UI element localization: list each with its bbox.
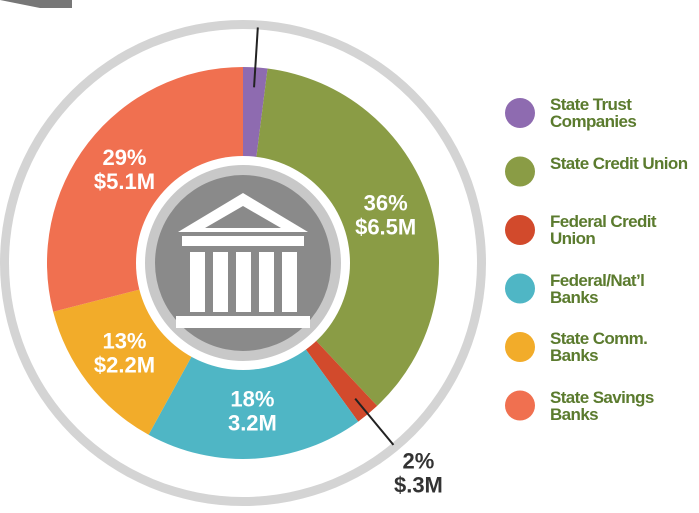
amount-label: $6.5M — [355, 214, 416, 239]
legend-label: State Credit Union — [550, 153, 688, 173]
corner-shape — [0, 0, 72, 8]
slice — [255, 68, 439, 406]
legend-swatch — [505, 332, 535, 362]
value-label: 18% — [230, 387, 274, 412]
legend-label: State Trust Companies — [550, 95, 637, 131]
value-label: 36% — [364, 190, 408, 215]
legend-swatch — [505, 273, 535, 304]
leader-line — [354, 397, 395, 446]
legend-swatch — [505, 215, 535, 245]
legend-label: Federal/Nat’l Banks — [550, 270, 645, 307]
amount-label: $.3M — [394, 473, 443, 498]
amount-label: $5.1M — [94, 169, 155, 194]
value-label: 13% — [102, 329, 146, 354]
slice — [301, 335, 378, 422]
legend-swatch — [505, 98, 535, 128]
legend-swatch — [505, 390, 535, 421]
value-label: 29% — [102, 145, 146, 170]
labels: 2%$.3M36%$6.5M2%$.3M18%3.2M13%$2.2M29%$5… — [94, 0, 443, 498]
leader-line — [253, 27, 259, 88]
legend-swatch — [505, 156, 535, 187]
legend-label: State Comm. Banks — [550, 329, 648, 365]
amount-label: 3.2M — [228, 411, 277, 436]
slices — [46, 67, 439, 459]
bank-icon-pediment — [205, 206, 281, 228]
value-label: 2% — [403, 449, 435, 474]
slice — [148, 343, 359, 459]
slice — [46, 67, 243, 312]
legend-label: Federal Credit Union — [550, 212, 657, 248]
amount-label: $.3M — [253, 0, 302, 2]
slice — [243, 67, 268, 164]
amount-label: $2.2M — [94, 353, 155, 378]
legend-label: State Savings Banks — [550, 387, 654, 424]
